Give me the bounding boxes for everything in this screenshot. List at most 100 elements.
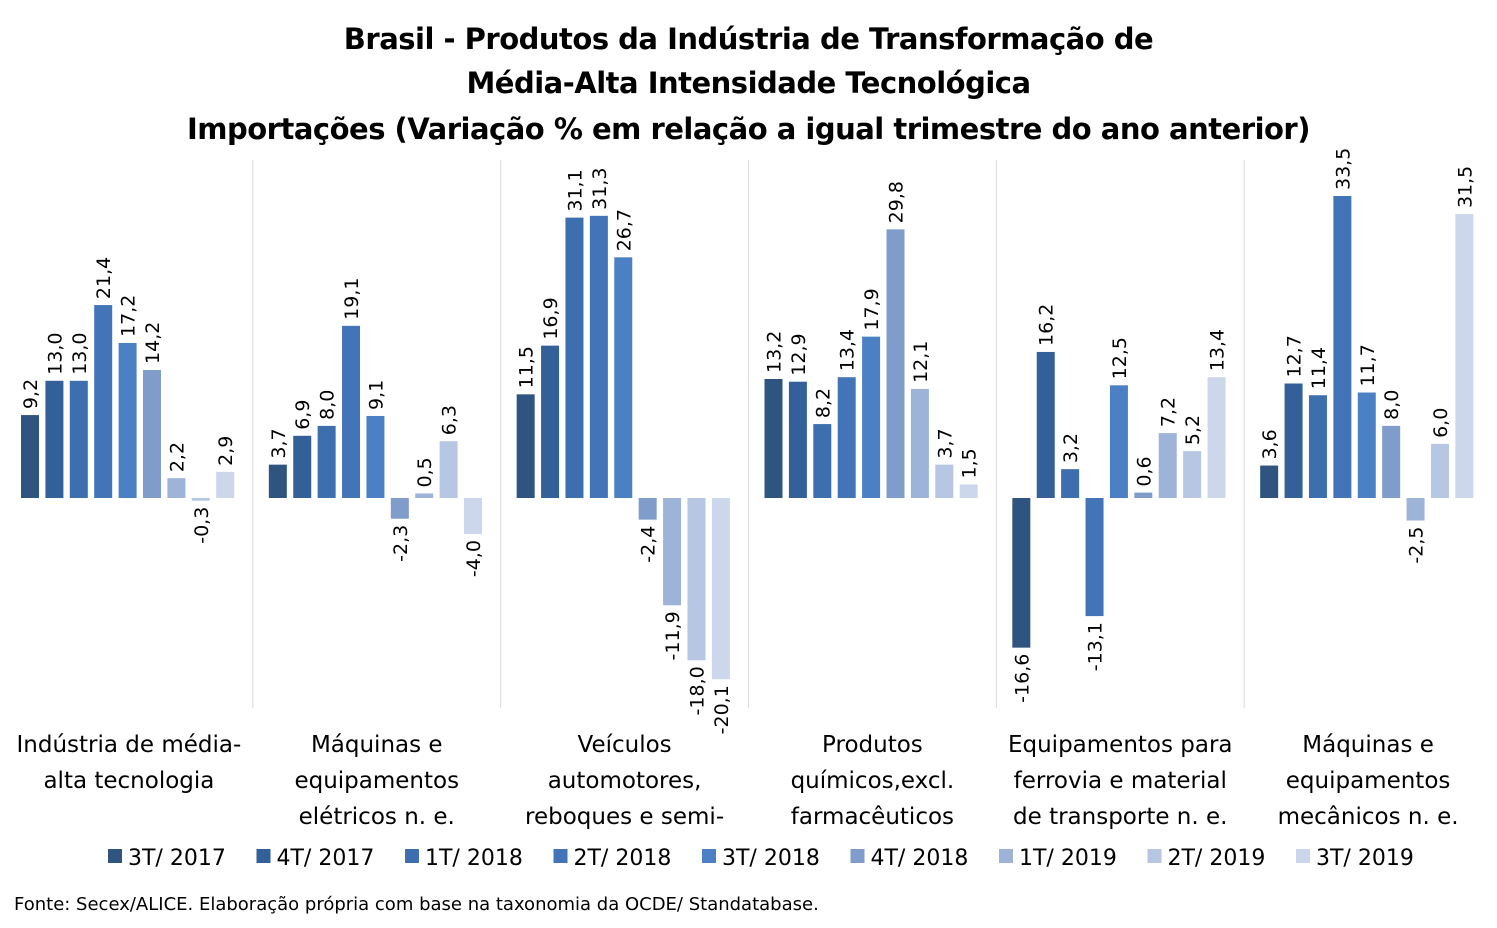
bar xyxy=(94,305,113,498)
category-label: equipamentos xyxy=(1286,768,1451,794)
bar xyxy=(216,471,235,498)
data-label: 13,0 xyxy=(44,332,66,374)
bar xyxy=(21,415,39,498)
bar xyxy=(837,377,856,498)
data-label: 26,7 xyxy=(613,209,635,251)
data-label: 11,4 xyxy=(1308,347,1330,389)
category-label: elétricos n. e. xyxy=(299,804,455,830)
data-label: 17,2 xyxy=(118,295,140,337)
category-label: Produtos xyxy=(822,732,923,758)
bar xyxy=(1109,385,1128,498)
legend-swatch xyxy=(405,849,419,863)
data-label: 2,2 xyxy=(166,442,188,472)
bar xyxy=(1382,425,1401,498)
bar xyxy=(1260,465,1279,498)
data-label: 13,4 xyxy=(837,329,859,371)
data-label: -2,5 xyxy=(1406,527,1428,564)
bar xyxy=(862,336,881,498)
data-label: 19,1 xyxy=(341,278,363,320)
legend-label: 3T/ 2018 xyxy=(722,846,820,871)
bar xyxy=(1455,214,1474,498)
data-label: 31,3 xyxy=(589,168,611,210)
data-label: 12,9 xyxy=(788,333,810,375)
bar xyxy=(143,369,161,498)
bar xyxy=(1406,498,1425,521)
bar xyxy=(191,498,210,501)
chart-title-line-1: Brasil - Produtos da Indústria de Transf… xyxy=(343,22,1154,56)
bar xyxy=(464,498,483,535)
data-label: 13,2 xyxy=(764,331,786,373)
data-label: -16,6 xyxy=(1011,654,1033,703)
data-label: -2,4 xyxy=(638,526,660,563)
chart-title-line-2: Média-Alta Intensidade Tecnológica xyxy=(466,66,1031,100)
legend-label: 4T/ 2018 xyxy=(871,846,969,871)
category-label: Máquinas e xyxy=(1302,732,1434,758)
bar xyxy=(1036,351,1055,498)
bar xyxy=(1061,469,1080,498)
bar xyxy=(516,394,535,498)
data-label: 12,7 xyxy=(1284,335,1306,377)
legend-swatch xyxy=(553,849,568,863)
bar xyxy=(764,379,783,498)
category-label: Veículos xyxy=(578,732,672,758)
bar xyxy=(69,380,88,498)
category-label: reboques e semi- xyxy=(525,804,724,830)
legend-swatch xyxy=(1147,849,1162,863)
category-label: Indústria de média- xyxy=(17,732,242,758)
bar xyxy=(663,498,682,606)
bar xyxy=(1012,498,1031,648)
bar xyxy=(390,498,409,519)
category-label: equipamentos xyxy=(294,768,459,794)
bar xyxy=(439,441,458,498)
category-label: de transporte n. e. xyxy=(1013,804,1227,830)
bar xyxy=(1183,451,1202,498)
legend-swatch xyxy=(108,849,122,863)
bar xyxy=(1308,395,1327,498)
legend-label: 1T/ 2018 xyxy=(425,846,523,871)
legend-swatch xyxy=(256,849,271,863)
data-label: 3,7 xyxy=(268,428,290,458)
data-label: 6,3 xyxy=(439,405,461,435)
bar xyxy=(415,493,434,498)
legend-swatch xyxy=(702,849,716,863)
bar xyxy=(1430,443,1449,498)
bar xyxy=(1284,383,1303,498)
bar xyxy=(1134,492,1153,498)
bar xyxy=(167,478,186,498)
data-label: 11,5 xyxy=(516,346,538,388)
bar xyxy=(1085,498,1104,617)
bar xyxy=(959,484,978,498)
legend-label: 2T/ 2018 xyxy=(574,846,672,871)
bar xyxy=(1158,433,1177,498)
data-label: 6,0 xyxy=(1430,408,1452,438)
bar xyxy=(1207,377,1226,498)
source-note: Fonte: Secex/ALICE. Elaboração própria c… xyxy=(14,894,819,915)
data-label: 17,9 xyxy=(861,288,883,330)
category-label: automotores, xyxy=(548,768,702,794)
bar xyxy=(788,381,807,498)
legend-swatch xyxy=(999,849,1013,863)
data-label: 16,9 xyxy=(540,297,562,339)
legend-swatch xyxy=(850,849,865,863)
data-label: -4,0 xyxy=(463,540,485,577)
bar xyxy=(565,217,584,499)
data-label: 0,5 xyxy=(414,457,436,487)
data-label: -11,9 xyxy=(662,611,684,660)
legend-label: 3T/ 2017 xyxy=(128,846,226,871)
bar xyxy=(317,425,336,498)
data-label: 8,0 xyxy=(317,390,339,420)
legend-swatch xyxy=(1296,849,1310,863)
data-label: 8,2 xyxy=(812,388,834,418)
data-label: -18,0 xyxy=(686,666,708,715)
bar xyxy=(118,342,137,498)
data-label: 3,7 xyxy=(934,428,956,458)
data-label: 16,2 xyxy=(1036,304,1058,346)
bar xyxy=(293,435,312,498)
data-label: 1,5 xyxy=(959,448,981,478)
bar xyxy=(687,498,706,661)
data-label: 33,5 xyxy=(1332,148,1354,190)
bar xyxy=(45,380,64,498)
legend-label: 3T/ 2019 xyxy=(1316,846,1414,871)
data-label: 11,7 xyxy=(1357,344,1379,386)
